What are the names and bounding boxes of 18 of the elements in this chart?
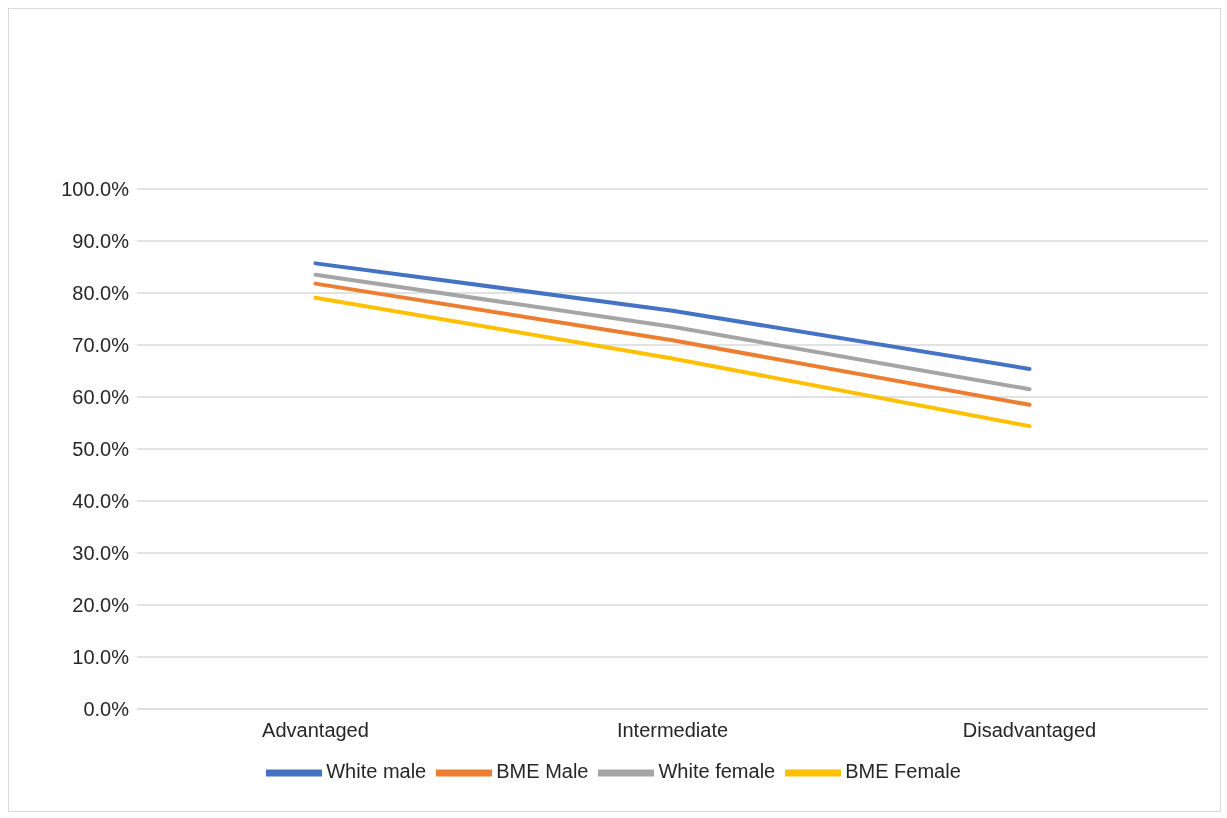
y-tick-label: 60.0% <box>72 386 130 409</box>
legend-label: White male <box>326 760 427 783</box>
y-tick-label: 70.0% <box>72 334 130 357</box>
x-tick-label: Intermediate <box>616 719 729 742</box>
legend-label: White female <box>658 760 776 783</box>
legend-label: BME Male <box>496 760 589 783</box>
legend-label: BME Female <box>845 760 961 783</box>
y-tick-label: 10.0% <box>72 646 130 669</box>
y-tick-label: 20.0% <box>72 594 130 617</box>
y-tick-label: 30.0% <box>72 542 130 565</box>
y-tick-label: 50.0% <box>72 438 130 461</box>
y-tick-label: 90.0% <box>72 230 130 253</box>
x-tick-label: Advantaged <box>262 719 369 742</box>
y-tick-label: 40.0% <box>72 490 130 513</box>
y-tick-label: 80.0% <box>72 282 130 305</box>
x-tick-label: Disadvantaged <box>962 719 1097 742</box>
y-tick-label: 0.0% <box>83 698 130 721</box>
y-tick-label: 100.0% <box>61 178 130 201</box>
